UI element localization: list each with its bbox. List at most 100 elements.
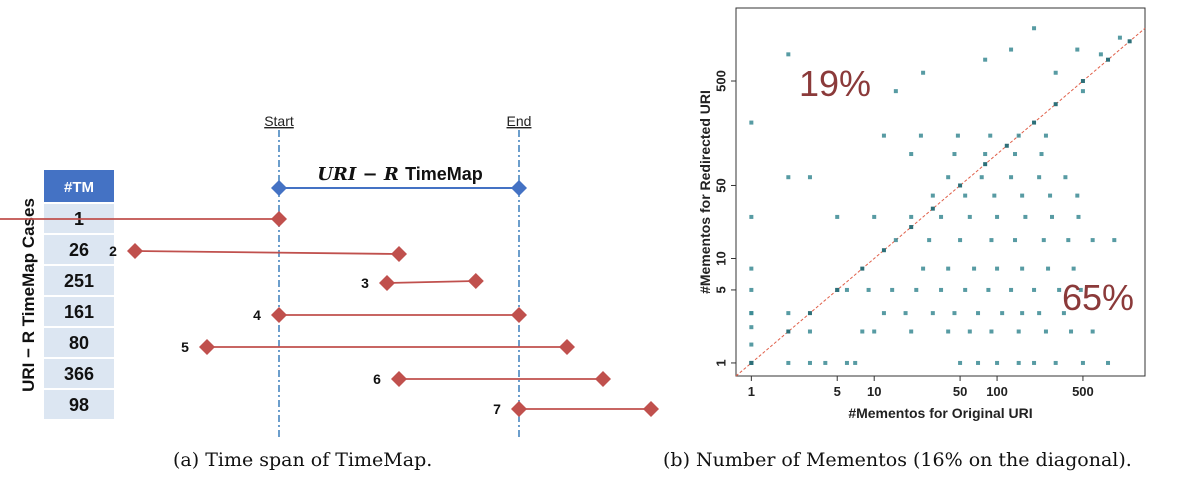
table-cell: [44, 235, 114, 264]
scatter-point: [786, 329, 791, 334]
scatter-point: [1078, 287, 1083, 292]
scatter-point: [1004, 143, 1009, 148]
scatter-point: [749, 266, 754, 271]
y-tick-label: 1: [713, 359, 728, 366]
scatter-point: [983, 152, 988, 157]
timemap-endpoint: [271, 180, 287, 196]
x-tick-label: 5: [834, 384, 841, 399]
scatter-point: [823, 360, 828, 365]
side-axis-label: URI − R TimeMap Cases: [19, 198, 38, 392]
scatter-point: [844, 360, 849, 365]
y-tick-label: 5: [713, 286, 728, 293]
scatter-point: [958, 360, 963, 365]
case-segment-endpoint: [391, 371, 407, 387]
table-header-cell: [44, 170, 114, 202]
scatter-point: [1053, 102, 1058, 107]
scatter-point: [807, 360, 812, 365]
scatter-point: [872, 329, 877, 334]
case-number-label: 5: [181, 339, 189, 355]
scatter-point: [1032, 120, 1037, 125]
scatter-point: [983, 162, 988, 167]
scatter-point: [986, 287, 991, 292]
scatter-point: [786, 52, 791, 57]
case-segment-endpoint: [199, 339, 215, 355]
case-number-label: 7: [493, 401, 501, 417]
scatter-point: [1009, 47, 1014, 52]
scatter-point: [1069, 329, 1074, 334]
x-axis-label: #Mementos for Original URI: [848, 405, 1032, 421]
scatter-point: [1057, 287, 1062, 292]
scatter-point: [939, 287, 944, 292]
end-label: End: [507, 113, 532, 129]
table-cell: [44, 359, 114, 388]
scatter-point: [909, 152, 914, 157]
scatter-point: [881, 133, 886, 138]
scatter-point: [1050, 214, 1055, 219]
scatter-point: [866, 287, 871, 292]
scatter-point: [963, 193, 968, 198]
scatter-point: [835, 287, 840, 292]
scatter-points: [749, 26, 1132, 365]
case-segment-endpoint: [595, 371, 611, 387]
scatter-point: [1106, 57, 1111, 62]
scatter-point: [930, 206, 935, 211]
scatter-point: [952, 152, 957, 157]
scatter-point: [903, 311, 908, 316]
timemap-span-figure: URI − R TimeMap Cases #TM126251161803669…: [0, 113, 659, 438]
scatter-point: [881, 311, 886, 316]
scatter-point: [1117, 35, 1122, 40]
table-cell: [44, 390, 114, 419]
scatter-point: [853, 360, 858, 365]
scatter-point: [749, 214, 754, 219]
scatter-point: [749, 311, 754, 316]
scatter-point: [807, 311, 812, 316]
scatter-point: [1076, 214, 1081, 219]
scatter-point: [872, 214, 877, 219]
scatter-point: [1090, 238, 1095, 243]
scatter-point: [749, 325, 754, 330]
x-tick-label: 50: [953, 384, 967, 399]
scatter-point: [1020, 193, 1025, 198]
table-cell-value: 161: [64, 302, 94, 322]
y-tick-label: 50: [713, 178, 728, 192]
scatter-point: [1016, 329, 1021, 334]
caption-b: (b) Number of Mementos (16% on the diago…: [663, 449, 1132, 471]
scatter-point: [860, 329, 865, 334]
scatter-point: [1061, 311, 1066, 316]
case-segment-endpoint: [643, 401, 659, 417]
scatter-point: [1016, 360, 1021, 365]
table-cell: [44, 297, 114, 326]
scatter-point: [1009, 175, 1014, 180]
annotation-lower: 65%: [1062, 277, 1134, 318]
scatter-point: [1020, 311, 1025, 316]
scatter-point: [786, 360, 791, 365]
scatter-point: [1080, 79, 1085, 84]
mementos-scatter-figure: 1 5 10 50 100 500 1 5 10 50 500 #Mementos for Origi…: [697, 7, 1146, 421]
scatter-point: [844, 287, 849, 292]
scatter-point: [1009, 287, 1014, 292]
case-segment-endpoint: [379, 275, 395, 291]
table-cell-value: 98: [69, 395, 89, 415]
scatter-point: [1043, 329, 1048, 334]
table-cell: [44, 328, 114, 357]
diagonal-line: [735, 27, 1146, 377]
annotation-upper: 19%: [799, 63, 871, 104]
table-cell-value: 26: [69, 240, 89, 260]
scatter-point: [749, 120, 754, 125]
scatter-point: [927, 238, 932, 243]
scatter-point: [835, 214, 840, 219]
scatter-point: [995, 214, 1000, 219]
scatter-point: [1098, 52, 1103, 57]
scatter-point: [1032, 26, 1037, 31]
scatter-point: [939, 214, 944, 219]
scatter-point: [1112, 238, 1117, 243]
scatter-point: [909, 225, 914, 230]
scatter-point: [1063, 175, 1068, 180]
case-segments: 1234567: [0, 211, 659, 417]
table-cell-value: 251: [64, 271, 94, 291]
x-tick-label: 10: [867, 384, 881, 399]
case-number-label: 2: [109, 243, 117, 259]
y-axis-label: #Mementos for Redirected URI: [697, 90, 713, 294]
scatter-point: [979, 175, 984, 180]
table-cell: [44, 266, 114, 295]
